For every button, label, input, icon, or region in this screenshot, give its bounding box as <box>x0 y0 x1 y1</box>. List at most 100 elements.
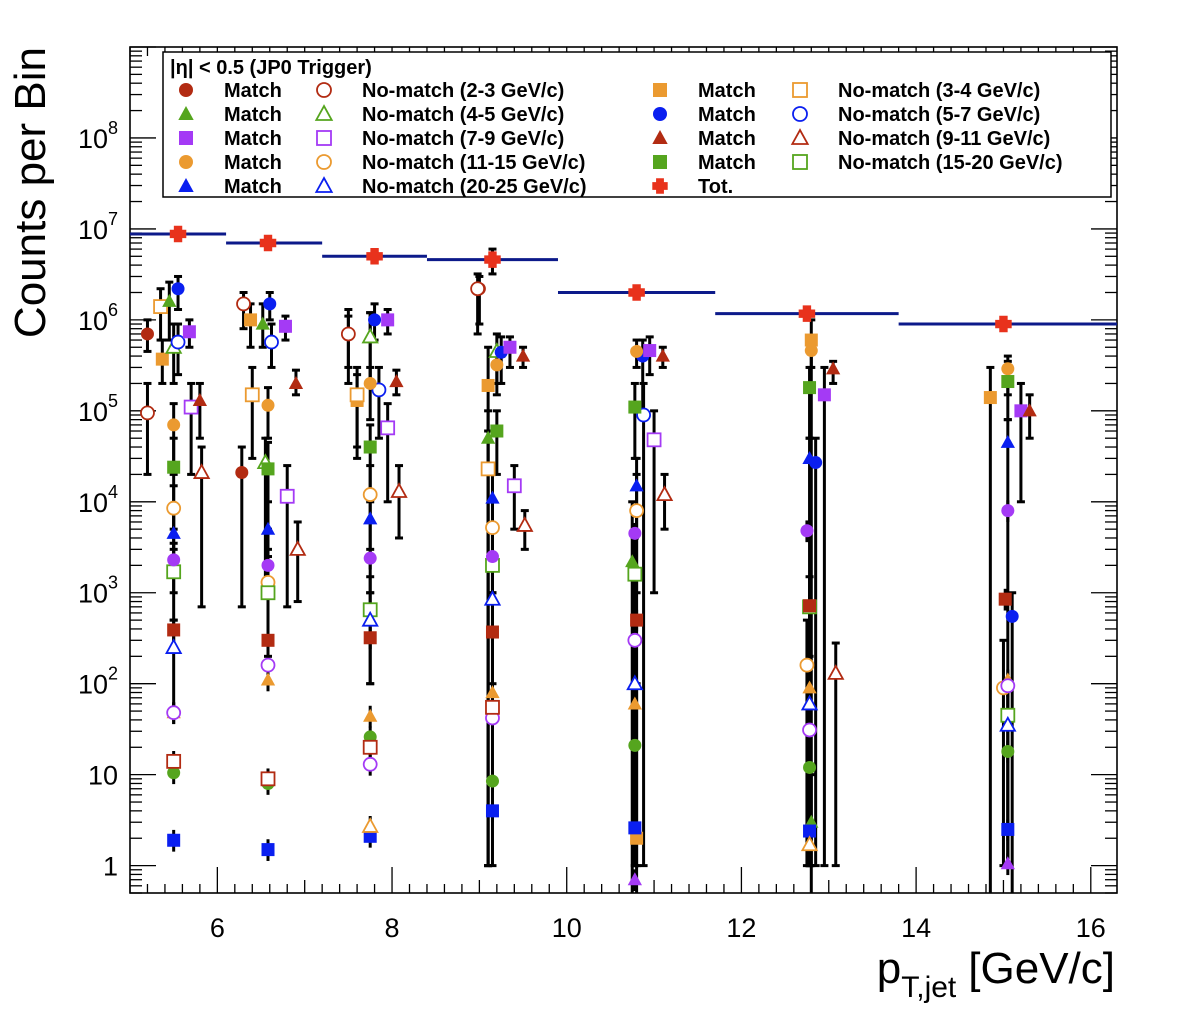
legend-marker <box>316 82 332 98</box>
y-tick-label-base: 10 <box>78 215 108 245</box>
legend-marker <box>314 176 334 193</box>
data-point <box>515 348 531 362</box>
x-tick-label: 10 <box>552 913 582 943</box>
y-tick-label: 107 <box>78 209 118 245</box>
y-tick-label-exponent: 8 <box>108 118 118 138</box>
y-tick-label-exponent: 5 <box>108 391 118 411</box>
legend-marker <box>653 155 667 169</box>
data-point <box>630 344 644 358</box>
data-point <box>627 872 643 886</box>
data-point <box>485 774 499 788</box>
data-point <box>244 387 260 403</box>
data-point <box>261 462 275 476</box>
data-point <box>485 804 499 818</box>
data-point <box>630 831 644 845</box>
legend: |η| < 0.5 (JP0 Trigger) Match No-match (2… <box>162 51 1112 198</box>
data-point <box>802 722 817 738</box>
data-point <box>817 388 831 402</box>
legend-label: Match <box>698 80 756 102</box>
data-point <box>261 843 275 857</box>
data-point <box>1022 403 1037 417</box>
legend-marker <box>316 154 332 170</box>
legend-label: No-match (4-5 GeV/c) <box>362 104 564 126</box>
data-point <box>363 376 377 390</box>
data-point <box>261 398 275 412</box>
data-point <box>166 564 182 580</box>
data-point <box>485 490 500 504</box>
data-point <box>167 418 181 432</box>
legend-label: Match <box>224 152 282 174</box>
y-tick-label: 104 <box>78 482 118 518</box>
data-point <box>485 699 500 715</box>
y-tick-label-base: 1 <box>103 852 118 882</box>
data-point <box>798 305 816 322</box>
data-point <box>485 625 499 639</box>
data-point <box>166 525 181 539</box>
legend-label: No-match (3-4 GeV/c) <box>838 80 1040 102</box>
axis-titles: Counts per Bin pT,jet [GeV/c] <box>6 47 1115 1004</box>
x-axis-title: pT,jet [GeV/c] <box>877 944 1115 1004</box>
y-tick-label: 105 <box>78 391 118 427</box>
y-tick-label-base: 10 <box>78 306 108 336</box>
legend-label: No-match (7-9 GeV/c) <box>362 128 564 150</box>
legend-marker <box>653 107 667 121</box>
data-point <box>368 313 382 327</box>
data-point <box>155 352 169 366</box>
legend-marker <box>316 130 332 146</box>
data-point <box>167 623 181 637</box>
y-tick-label-base: 10 <box>88 761 118 791</box>
y-tick-label-base: 10 <box>78 488 108 518</box>
legend-label: No-match (11-15 GeV/c) <box>362 152 585 174</box>
data-point <box>1000 434 1015 448</box>
y-tick-label: 108 <box>78 118 118 154</box>
data-point <box>1001 362 1015 376</box>
data-point <box>1001 822 1015 836</box>
data-point <box>278 319 292 333</box>
data-point <box>361 610 379 627</box>
x-axis-title-main: p <box>877 944 901 993</box>
data-point <box>825 361 841 375</box>
legend-marker <box>790 128 810 145</box>
data-point <box>481 378 495 392</box>
data-point <box>480 430 496 444</box>
y-tick-label-base: 10 <box>78 397 108 427</box>
data-point <box>483 589 502 606</box>
data-point <box>263 297 277 311</box>
legend-marker <box>314 104 334 121</box>
data-point <box>170 334 186 350</box>
data-point <box>363 440 377 454</box>
data-point <box>484 251 501 268</box>
data-point <box>289 540 307 556</box>
data-point <box>169 225 187 243</box>
legend-marker <box>792 154 808 170</box>
data-point <box>628 526 642 540</box>
legend-marker <box>653 83 667 97</box>
y-tick-label-exponent: 2 <box>108 664 118 684</box>
legend-header: |η| < 0.5 (JP0 Trigger) <box>170 57 372 79</box>
legend-label: Match <box>224 176 282 198</box>
data-point <box>628 400 642 414</box>
data-point <box>261 633 275 647</box>
legend-label: No-match (2-3 GeV/c) <box>362 80 564 102</box>
data-point <box>166 500 182 516</box>
plot-frame <box>129 46 1118 894</box>
data-points <box>140 225 1037 886</box>
data-point <box>800 524 814 538</box>
y-tick-label-exponent: 4 <box>108 482 118 502</box>
legend-label: Tot. <box>698 176 733 198</box>
data-point <box>380 420 396 436</box>
data-point <box>167 553 181 567</box>
data-point <box>1000 856 1015 870</box>
data-point <box>802 680 817 694</box>
data-point <box>171 282 185 296</box>
data-point <box>192 393 208 407</box>
data-point <box>363 631 377 645</box>
legend-marker <box>179 131 193 145</box>
data-point <box>503 340 517 354</box>
data-point <box>259 234 277 252</box>
y-tick-label: 1 <box>103 852 118 882</box>
data-point <box>164 638 183 654</box>
data-point <box>1001 504 1015 518</box>
data-point <box>628 284 645 301</box>
data-point <box>804 333 818 347</box>
